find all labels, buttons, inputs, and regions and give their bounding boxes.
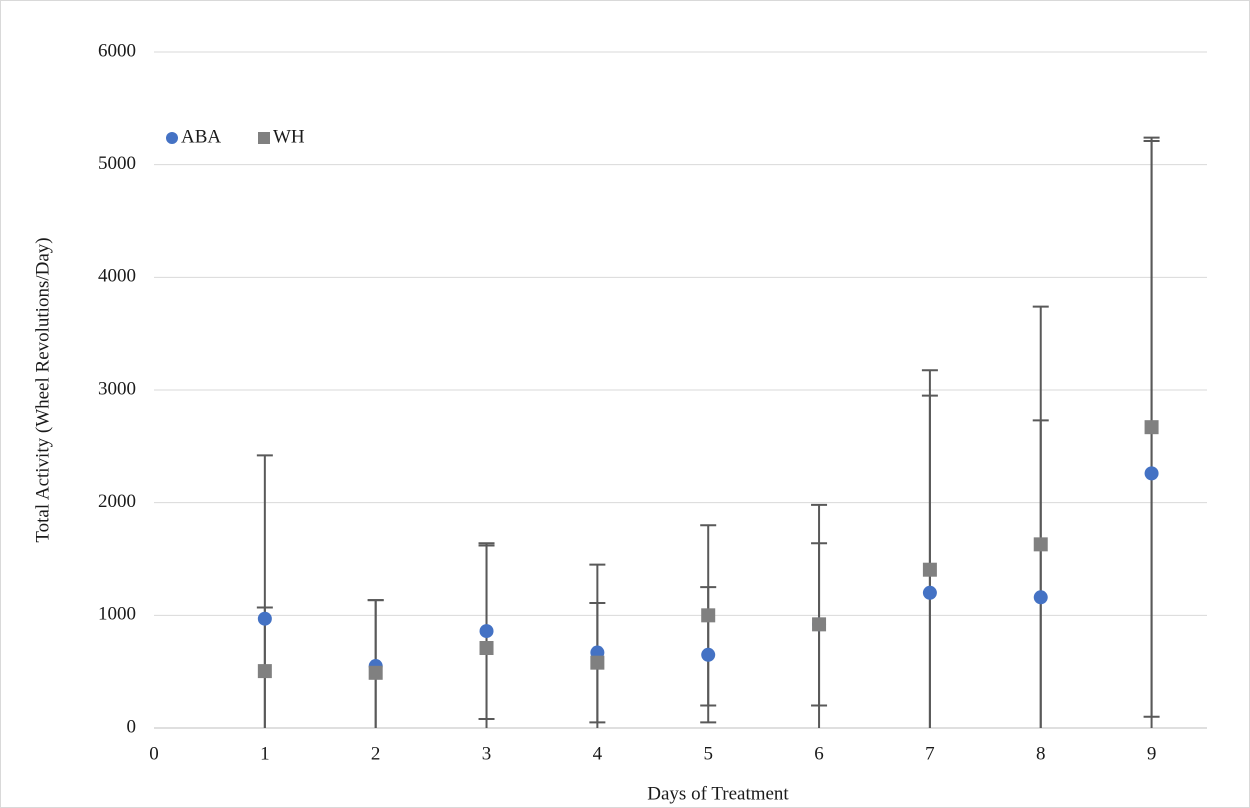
point (812, 617, 827, 632)
y-tick-label: 3000 (98, 378, 136, 399)
x-tick-label: 7 (925, 743, 935, 764)
x-tick-label: 9 (1147, 743, 1157, 764)
y-axis-label: Total Activity (Wheel Revolutions/Day) (32, 237, 53, 542)
y-tick-label: 0 (127, 716, 137, 737)
point (257, 611, 272, 626)
point (1144, 466, 1159, 481)
point (368, 665, 383, 680)
x-axis-label: Days of Treatment (647, 783, 789, 804)
legend-marker (258, 132, 270, 144)
legend-label: WH (273, 126, 305, 147)
point (922, 585, 937, 600)
y-tick-label: 2000 (98, 491, 136, 512)
plot-area (256, 136, 1160, 728)
point (1144, 420, 1159, 435)
y-tick-label: 6000 (98, 40, 136, 61)
x-tick-label: 4 (593, 743, 603, 764)
x-tick-label: 6 (814, 743, 824, 764)
x-tick-label: 3 (482, 743, 492, 764)
point (922, 562, 937, 577)
y-tick-label: 1000 (98, 604, 136, 625)
point (701, 647, 716, 662)
y-tick-label: 5000 (98, 153, 136, 174)
legend-marker (166, 132, 178, 144)
legend-label: ABA (181, 126, 221, 147)
point (1033, 537, 1048, 552)
x-tick-label: 0 (149, 743, 159, 764)
x-tick-label: 1 (260, 743, 270, 764)
point (701, 608, 716, 623)
point (590, 655, 605, 670)
x-tick-label: 2 (371, 743, 381, 764)
point (257, 664, 272, 679)
point (479, 641, 494, 656)
y-tick-label: 4000 (98, 266, 136, 287)
x-tick-label: 5 (703, 743, 713, 764)
x-tick-label: 8 (1036, 743, 1046, 764)
point (479, 624, 494, 639)
point (1033, 590, 1048, 605)
